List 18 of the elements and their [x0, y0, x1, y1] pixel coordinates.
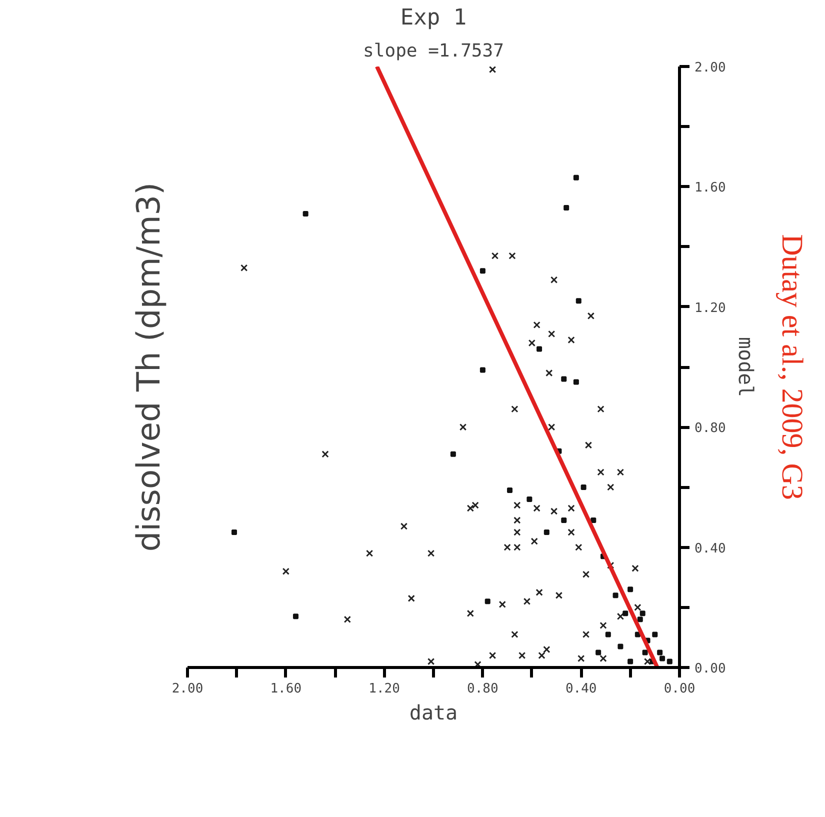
y-tick-label: 1.60: [694, 180, 726, 196]
text: Dutay et al., 2009, G3: [776, 234, 808, 500]
x-tick-label: 0.40: [565, 682, 597, 696]
x-axis-title: data: [409, 700, 458, 724]
x-tick-label: 0.00: [664, 682, 696, 696]
x-tick-label: 2.00: [172, 682, 204, 696]
y-axis-title: model: [734, 336, 758, 398]
y-tick-label: 0.00: [694, 662, 726, 676]
text: dissolved Th (dpm/m3): [130, 182, 168, 552]
x-tick-label: 1.60: [270, 682, 302, 696]
y-tick-label: 0.40: [694, 541, 726, 556]
x-tick-label: 1.20: [368, 682, 400, 696]
chart-subtitle: slope =1.7537: [363, 40, 504, 62]
chart-title: Exp 1: [400, 6, 467, 30]
y-tick-label: 1.20: [694, 300, 726, 316]
y-tick-label: 0.80: [694, 421, 726, 436]
y-tick-label: 2.00: [694, 60, 726, 76]
x-tick-label: 0.80: [467, 682, 498, 696]
